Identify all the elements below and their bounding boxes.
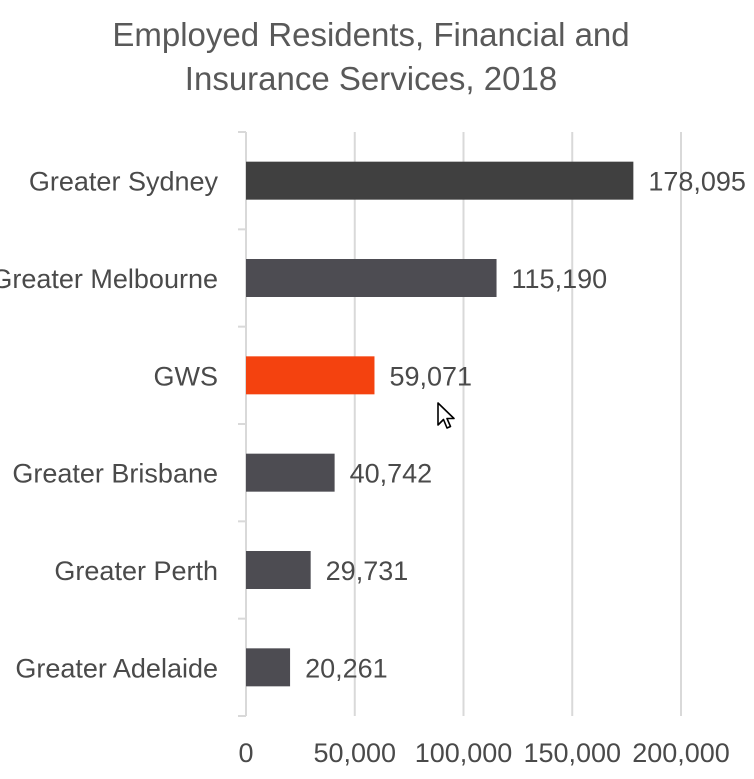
value-label: 59,071 [389,361,472,391]
category-axis [238,131,247,717]
category-label: Greater Adelaide [15,653,218,683]
category-label: Greater Perth [54,556,218,586]
value-label: 178,095 [648,167,746,197]
category-label: GWS [154,361,219,391]
bars [246,161,634,687]
bar [246,259,497,297]
x-tick-label: 50,000 [313,738,396,768]
value-labels: 178,095 115,190 59,071 40,742 29,731 20,261 [305,167,746,684]
x-tick-label: 100,000 [415,738,513,768]
x-tick-label: 200,000 [632,738,730,768]
value-label: 115,190 [512,264,608,294]
category-labels: Greater Sydney Greater Melbourne GWS Greate… [0,167,218,684]
bar [246,551,311,589]
value-label: 20,261 [305,653,388,683]
chart-title-line: Employed Residents, Financial and [112,16,629,53]
category-label: Greater Brisbane [12,459,218,489]
category-label: Greater Sydney [29,167,219,197]
value-label: 40,742 [350,459,433,489]
x-tick-label: 150,000 [523,738,621,768]
mouse-pointer-icon [437,402,455,429]
chart-title-line: Insurance Services, 2018 [185,60,557,97]
bar [246,356,375,395]
x-tick-label: 0 [238,738,253,768]
bar [246,648,291,687]
value-label: 29,731 [326,556,409,586]
category-label: Greater Melbourne [0,264,218,294]
bar [246,161,634,200]
chart-title: Employed Residents, Financial and Insura… [112,16,629,97]
gridlines [353,132,682,716]
bar [246,453,335,492]
x-axis-tick-labels: 0 50,000 100,000 150,000 200,000 [238,738,729,768]
